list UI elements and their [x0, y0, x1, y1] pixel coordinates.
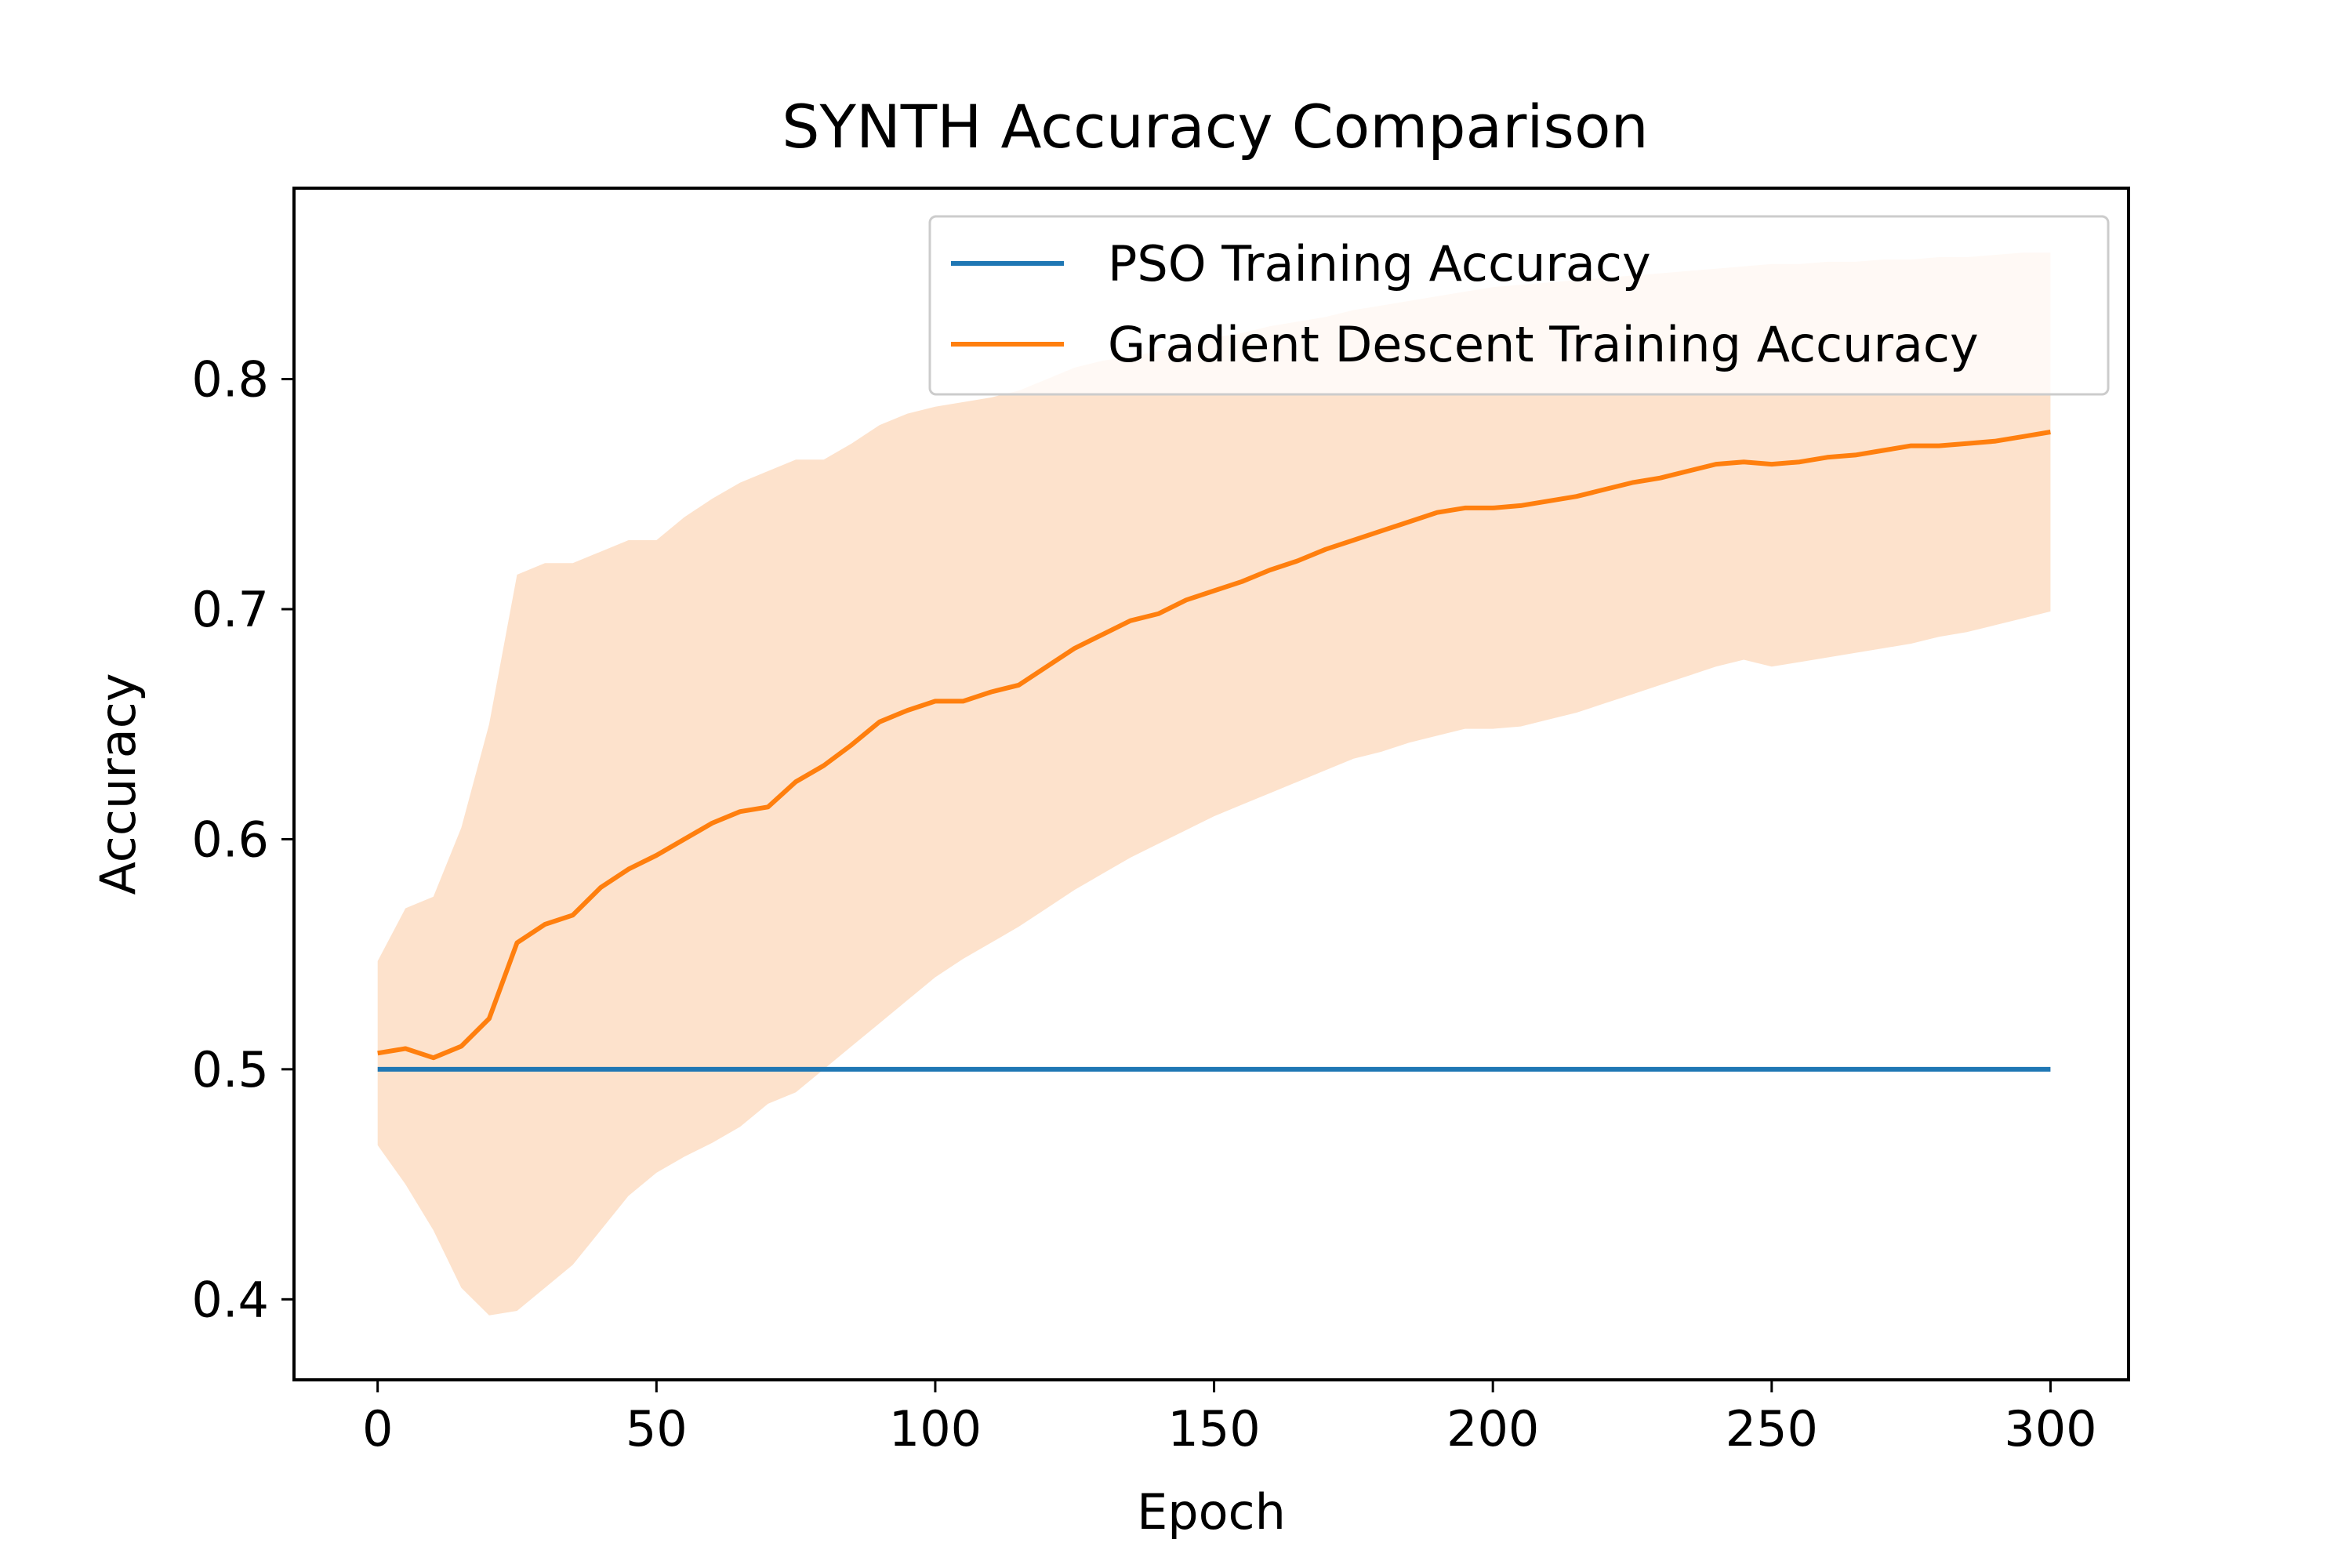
- x-tick-label: 0: [362, 1400, 393, 1457]
- gd-confidence-band: [377, 252, 2051, 1316]
- plot-frame: [292, 187, 2130, 1381]
- y-tick-label: 0.6: [191, 811, 269, 868]
- legend-label-gd: Gradient Descent Training Accuracy: [1108, 316, 1979, 373]
- y-tick-label: 0.5: [191, 1041, 269, 1098]
- x-tick-label: 250: [1726, 1400, 1818, 1457]
- gd-accuracy-line: [377, 430, 2051, 1061]
- x-tick-label: 50: [626, 1400, 688, 1457]
- y-tick-label: 0.8: [191, 351, 269, 408]
- x-tick-label: 150: [1167, 1400, 1260, 1457]
- x-tick-label: 200: [1446, 1400, 1539, 1457]
- x-axis-label: Epoch: [1137, 1483, 1286, 1541]
- legend-label-pso: PSO Training Accuracy: [1108, 235, 1651, 292]
- legend: PSO Training Accuracy Gradient Descent Tr…: [928, 215, 2110, 396]
- y-axis-label: Accuracy: [89, 673, 147, 895]
- chart-title: SYNTH Accuracy Comparison: [782, 92, 1648, 162]
- plot-area: [377, 252, 2051, 1316]
- legend-box: [928, 215, 2110, 396]
- y-tick-label: 0.4: [191, 1271, 269, 1328]
- y-tick-label: 0.7: [191, 581, 269, 638]
- x-tick-label: 300: [2004, 1400, 2096, 1457]
- y-axis-ticks: 0.4 0.5 0.6 0.7 0.8: [191, 351, 294, 1328]
- x-tick-label: 100: [889, 1400, 982, 1457]
- x-axis-ticks: 0 50 100 150 200 250 300: [362, 1380, 2097, 1457]
